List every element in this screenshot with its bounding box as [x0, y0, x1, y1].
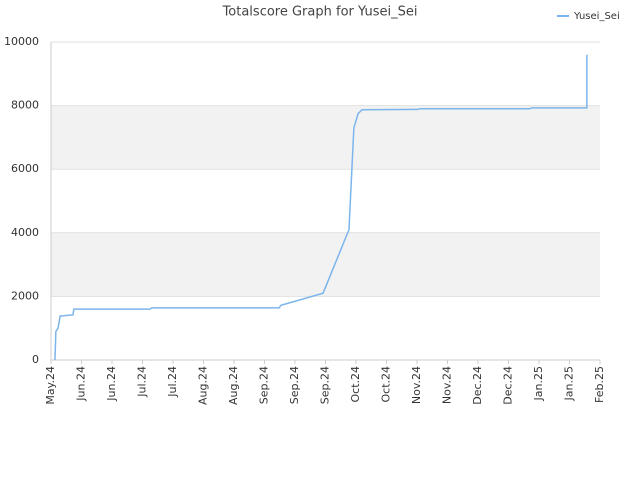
legend-label: Yusei_Sei [573, 11, 620, 22]
x-tick-label: Aug.24 [227, 366, 240, 405]
x-tick-label: Jul.24 [136, 366, 149, 398]
x-tick-label: Feb.25 [593, 366, 606, 403]
x-tick-label: Jan.25 [532, 366, 545, 401]
y-tick-label: 10000 [4, 35, 39, 48]
y-tick-label: 6000 [11, 162, 39, 175]
y-tick-label: 2000 [11, 289, 39, 302]
x-tick-label: Jun.24 [75, 366, 88, 402]
x-tick-label: Oct.24 [349, 366, 362, 403]
y-tick-label: 4000 [11, 226, 39, 239]
x-tick-label: Aug.24 [197, 366, 210, 405]
data-line [54, 54, 588, 361]
x-tick-label: Dec.24 [471, 366, 484, 405]
x-tick-label: Oct.24 [380, 366, 393, 403]
chart-title: Totalscore Graph for Yusei_Sei [222, 5, 418, 20]
x-tick-label: Sep.24 [288, 366, 301, 404]
y-tick-label: 8000 [11, 99, 39, 112]
x-tick-label: May.24 [44, 366, 57, 405]
x-tick-label: Sep.24 [319, 366, 332, 404]
x-tick-label: Sep.24 [258, 366, 271, 404]
x-tick-label: Nov.24 [410, 366, 423, 404]
x-tick-label: Jul.24 [166, 366, 179, 398]
x-tick-label: Dec.24 [502, 366, 515, 405]
y-tick-label: 0 [32, 353, 39, 366]
grid-band [51, 105, 600, 170]
x-tick-label: Jun.24 [105, 366, 118, 402]
x-tick-label: Jan.25 [563, 366, 576, 401]
x-tick-label: Nov.24 [441, 366, 454, 404]
